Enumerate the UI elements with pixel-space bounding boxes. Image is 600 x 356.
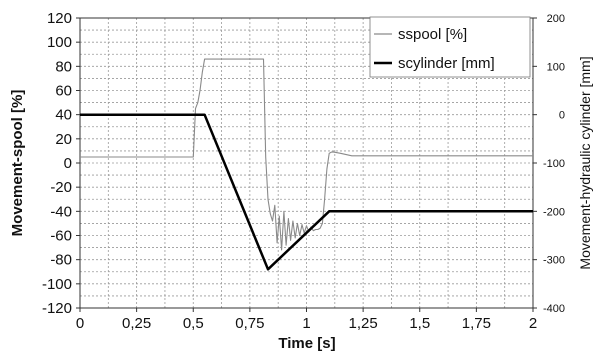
- x-axis-title: Time [s]: [278, 335, 335, 352]
- y-tick-label-left: -60: [50, 228, 72, 245]
- y-tick-label-left: 120: [47, 10, 72, 27]
- y-tick-label-left: 0: [64, 155, 72, 172]
- x-tick-label: 2: [529, 315, 537, 332]
- y-tick-label-left: -20: [50, 179, 72, 196]
- series-lines: [80, 58, 533, 271]
- y-axis-title-right: Movement-hydraulic cylinder [mm]: [577, 56, 593, 269]
- legend-box: [369, 16, 531, 78]
- y-tick-label-right: -200: [543, 206, 565, 218]
- y-tick-label-right: 0: [559, 110, 565, 122]
- x-tick-label: 0,25: [122, 315, 151, 332]
- y-tick-label-left: 20: [55, 131, 72, 148]
- y-tick-label-left: -120: [42, 300, 72, 317]
- y-tick-label-right: -400: [543, 303, 565, 315]
- series-line-scylinder: [80, 113, 533, 271]
- series-line-sspool: [80, 58, 533, 251]
- y-axis-title-left: Movement-spool [%]: [9, 90, 26, 237]
- y-tick-label-left: -100: [42, 276, 72, 293]
- y-tick-label-left: 40: [55, 107, 72, 124]
- x-tick-label: 1: [302, 315, 310, 332]
- legend-label-sspool: sspool [%]: [398, 26, 467, 43]
- y-tick-label-right: 100: [547, 61, 565, 73]
- y-tick-label-left: 80: [55, 58, 72, 75]
- y-tick-label-left: -40: [50, 203, 72, 220]
- x-tick-label: 1,75: [462, 315, 491, 332]
- x-tick-label: 0: [76, 315, 84, 332]
- x-tick-label: 0,5: [183, 315, 204, 332]
- x-tick-label: 1,25: [349, 315, 378, 332]
- x-tick-label: 0,75: [235, 315, 264, 332]
- y-tick-label-left: 100: [47, 34, 72, 51]
- y-tick-label-left: -80: [50, 252, 72, 269]
- tick-labels: 120100806040200-20-40-60-80-100-12020010…: [42, 10, 565, 332]
- y-tick-label-right: -100: [543, 158, 565, 170]
- y-tick-label-right: -300: [543, 255, 565, 267]
- legend: sspool [%] scylinder [mm]: [369, 16, 531, 78]
- legend-label-scylinder: scylinder [mm]: [398, 55, 495, 72]
- y-tick-label-left: 60: [55, 83, 72, 100]
- y-tick-label-right: 200: [547, 13, 565, 25]
- x-tick-label: 1,5: [409, 315, 430, 332]
